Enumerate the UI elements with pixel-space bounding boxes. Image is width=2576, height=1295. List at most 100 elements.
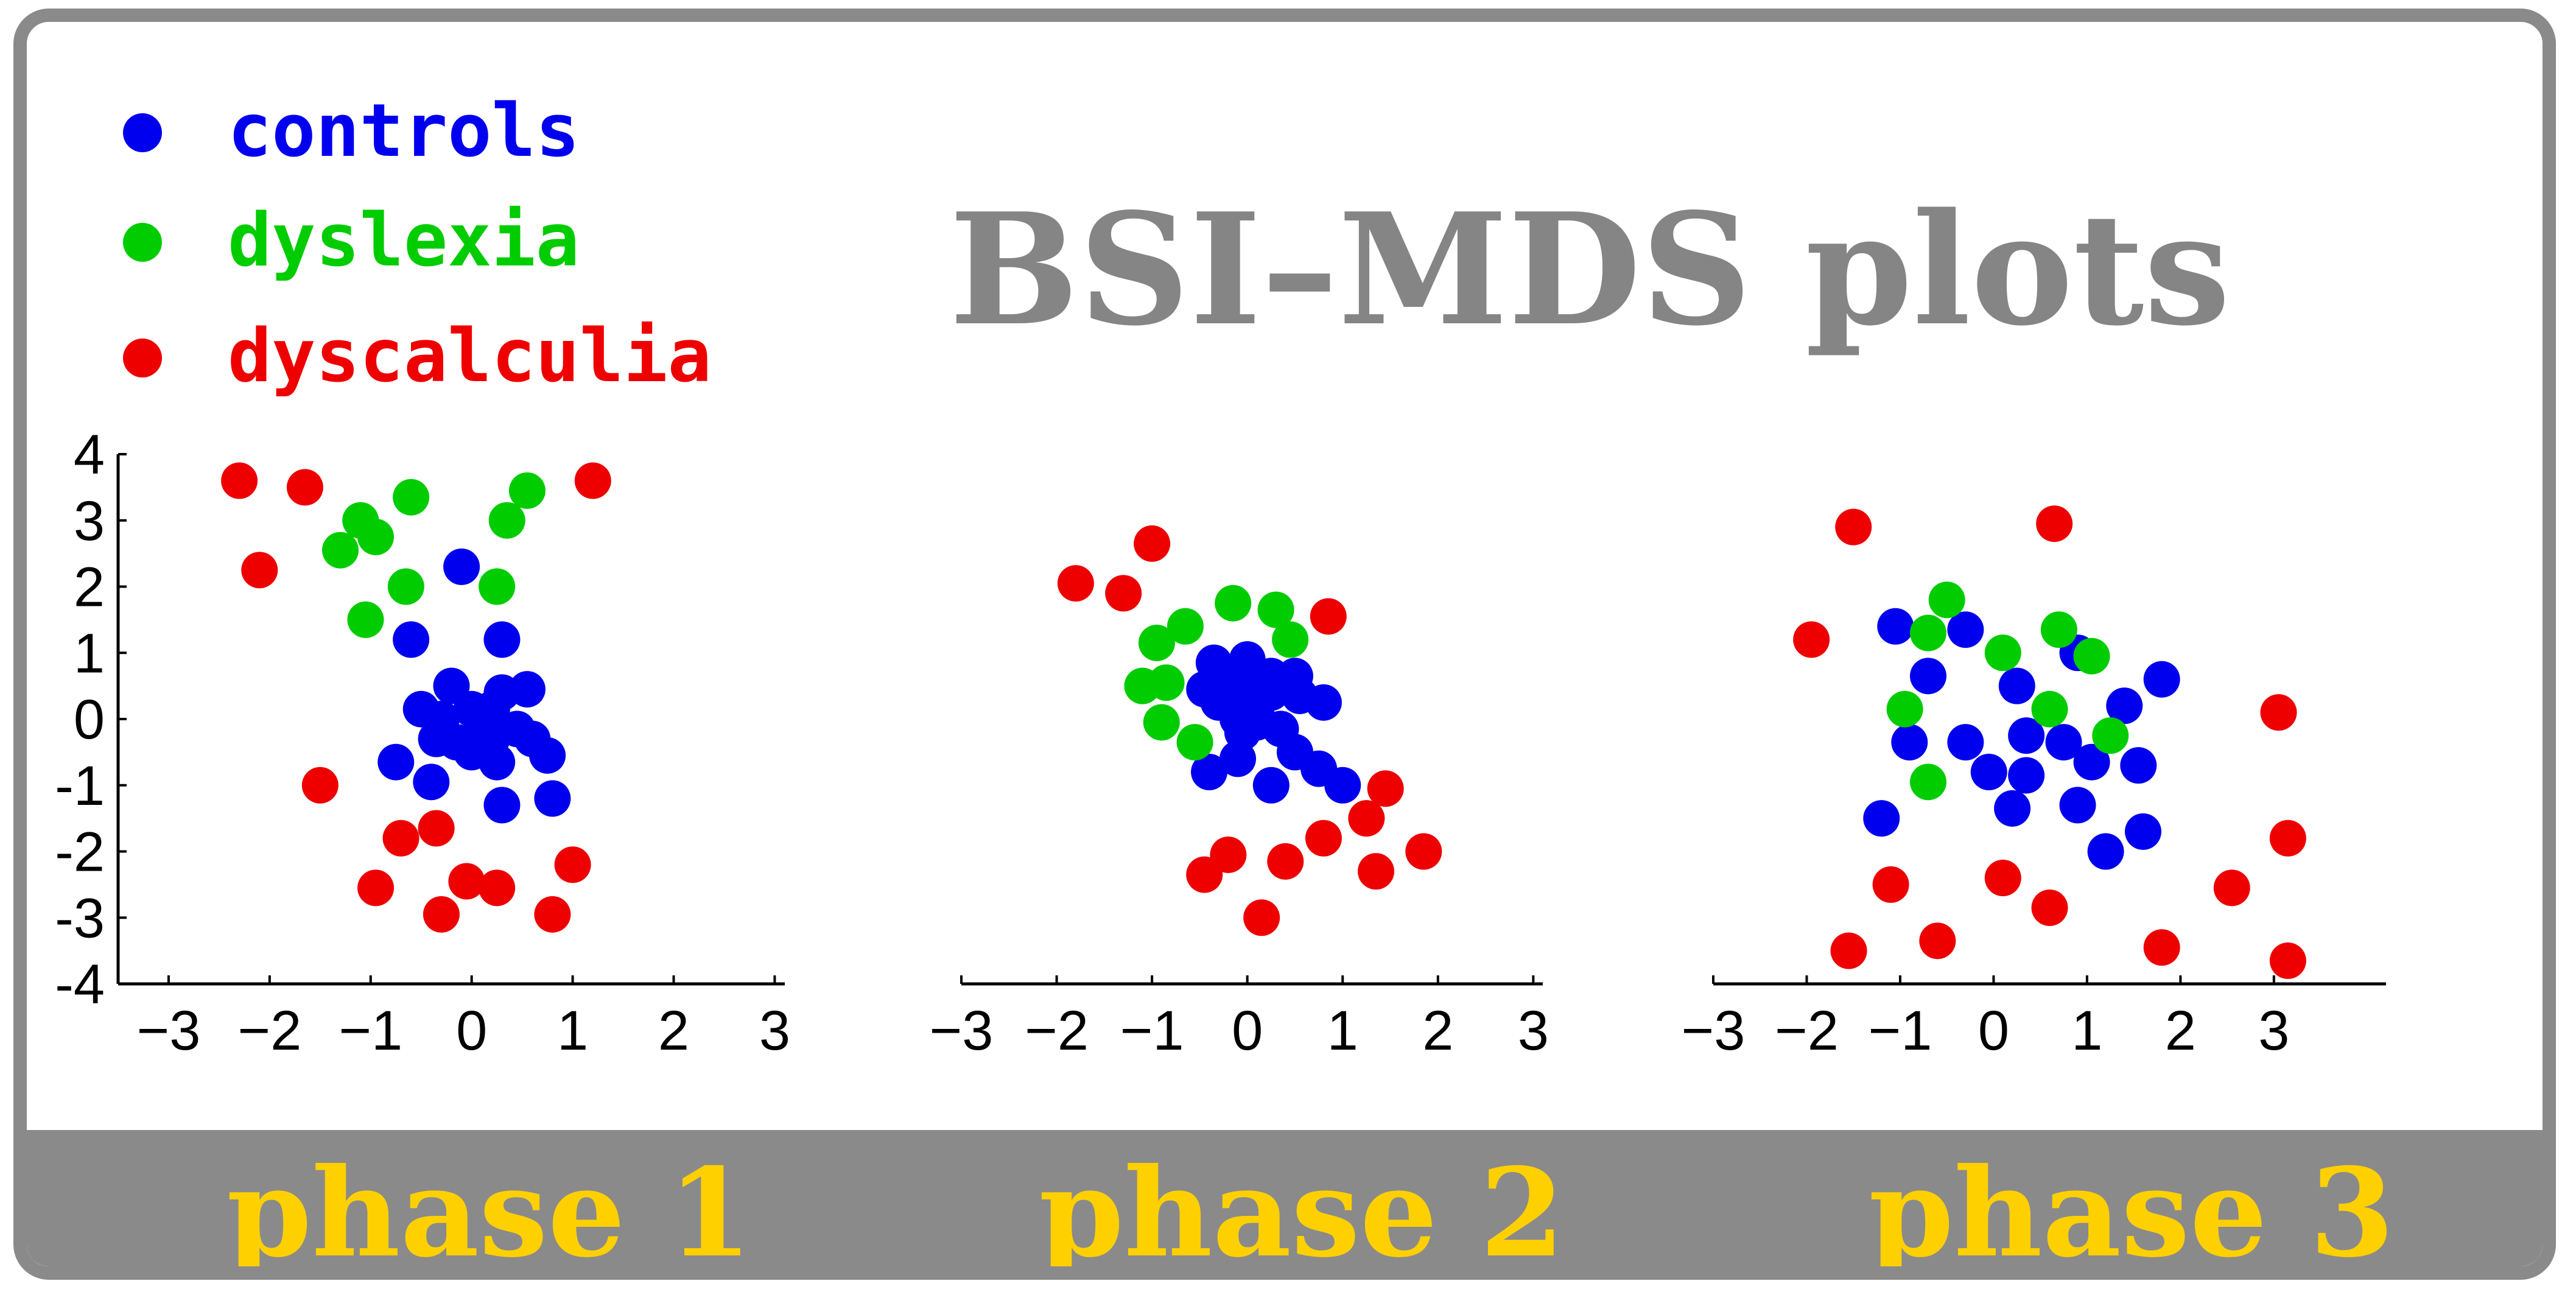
legend-label-controls: controls: [228, 89, 580, 174]
point-controls: [2124, 813, 2161, 850]
phase-band: [27, 1130, 2543, 1266]
point-dyscalculia: [479, 869, 516, 907]
point-controls: [483, 787, 521, 824]
point-dyslexia: [1909, 614, 1946, 651]
x-tick-label: 2: [2165, 1000, 2196, 1062]
point-dyslexia: [1138, 624, 1175, 661]
point-controls: [443, 548, 480, 585]
x-tick-label: −1: [1120, 1000, 1184, 1062]
point-controls: [1191, 754, 1228, 790]
point-controls: [1891, 724, 1928, 761]
point-dyslexia: [2040, 611, 2077, 648]
point-dyscalculia: [1872, 866, 1909, 903]
y-tick-label: 3: [74, 490, 105, 552]
x-tick-label: −2: [1025, 1000, 1089, 1062]
point-controls: [1863, 800, 1900, 837]
scatter-panel-3: −3 −2 −1 0 1 2 3: [1682, 505, 2386, 1062]
phase-label-1: phase 1: [226, 1142, 752, 1280]
point-dyslexia: [1167, 608, 1204, 645]
x-tick-label: −1: [339, 1000, 402, 1062]
x-tick-label: 0: [456, 1000, 487, 1062]
point-dyslexia: [508, 472, 546, 509]
x-tick-label: −1: [1868, 1000, 1932, 1062]
scatter-panel-2: −3 −2 −1 0 1 2 3: [930, 525, 1549, 1062]
point-dyscalculia: [1830, 932, 1867, 969]
point-controls: [1994, 790, 2031, 827]
x-tick-label: 0: [1978, 1000, 2009, 1062]
point-controls: [1877, 608, 1914, 645]
point-dyslexia: [2031, 690, 2068, 728]
point-dyscalculia: [1405, 833, 1442, 870]
point-dyscalculia: [2031, 889, 2068, 926]
point-controls: [2120, 747, 2157, 784]
phase-label-3: phase 3: [1869, 1142, 2394, 1280]
point-dyscalculia: [301, 767, 339, 804]
point-dyscalculia: [241, 552, 278, 589]
point-dyslexia: [347, 601, 384, 638]
point-controls: [377, 743, 415, 781]
figure-canvas: controls dyslexia dyscalculia BSI–MDS pl…: [27, 89, 2543, 1280]
x-tick-label: 1: [557, 1000, 588, 1062]
legend-marker-dyscalculia: [123, 339, 162, 377]
x-tick-label: 3: [2258, 1000, 2289, 1062]
point-controls: [1970, 754, 2007, 790]
x-tick-label: 2: [1422, 1000, 1453, 1062]
y-tick-label: -3: [55, 887, 105, 949]
point-dyslexia: [2073, 637, 2110, 675]
point-dyscalculia: [574, 462, 611, 499]
point-dyscalculia: [382, 819, 419, 857]
point-dyslexia: [1148, 664, 1185, 701]
point-controls: [479, 743, 516, 781]
legend-label-dyslexia: dyslexia: [228, 198, 580, 283]
point-controls: [1220, 740, 1257, 777]
point-dyscalculia: [554, 846, 591, 883]
point-controls: [2045, 724, 2082, 761]
point-dyscalculia: [1835, 508, 1872, 546]
point-dyscalculia: [2213, 869, 2250, 907]
point-dyslexia: [1176, 724, 1213, 761]
phase-label-2: phase 2: [1039, 1142, 1564, 1280]
point-dyscalculia: [286, 469, 323, 506]
point-dyscalculia: [1919, 922, 1956, 960]
point-controls: [2073, 743, 2110, 781]
point-dyslexia: [479, 568, 516, 605]
point-controls: [2106, 687, 2143, 725]
point-controls: [534, 780, 571, 817]
x-tick-label: −3: [137, 1000, 201, 1062]
point-dyscalculia: [1310, 598, 1347, 635]
point-dyslexia: [393, 479, 430, 516]
y-tick-label: -1: [55, 755, 105, 817]
point-dyscalculia: [1243, 899, 1280, 936]
point-dyscalculia: [221, 462, 258, 499]
x-tick-label: 2: [658, 1000, 689, 1062]
point-dyslexia: [1257, 591, 1294, 628]
point-controls: [2059, 787, 2096, 824]
y-tick-label: -2: [55, 821, 105, 883]
point-controls: [1305, 684, 1342, 721]
point-dyscalculia: [423, 896, 460, 933]
legend-marker-controls: [123, 113, 162, 152]
legend: controls dyslexia dyscalculia: [123, 89, 712, 399]
x-tick-label: −3: [930, 1000, 994, 1062]
point-dyscalculia: [1134, 525, 1171, 562]
point-dyscalculia: [1984, 860, 2021, 896]
point-controls: [529, 737, 566, 774]
point-controls: [1324, 767, 1361, 804]
point-controls: [413, 763, 450, 801]
legend-label-dyscalculia: dyscalculia: [228, 314, 712, 399]
point-dyscalculia: [534, 896, 571, 933]
x-tick-label: −2: [1775, 1000, 1839, 1062]
point-dyslexia: [2092, 717, 2129, 754]
point-controls: [393, 621, 430, 658]
point-dyscalculia: [1367, 770, 1404, 807]
point-dyscalculia: [2036, 505, 2073, 542]
x-tick-label: 0: [1232, 1000, 1263, 1062]
point-dyscalculia: [1186, 856, 1223, 893]
point-dyscalculia: [1267, 843, 1304, 880]
y-tick-label: -4: [55, 953, 105, 1016]
point-controls: [1909, 658, 1946, 695]
point-dyscalculia: [2143, 929, 2180, 966]
point-dyscalculia: [1305, 819, 1342, 857]
point-controls: [508, 671, 546, 708]
